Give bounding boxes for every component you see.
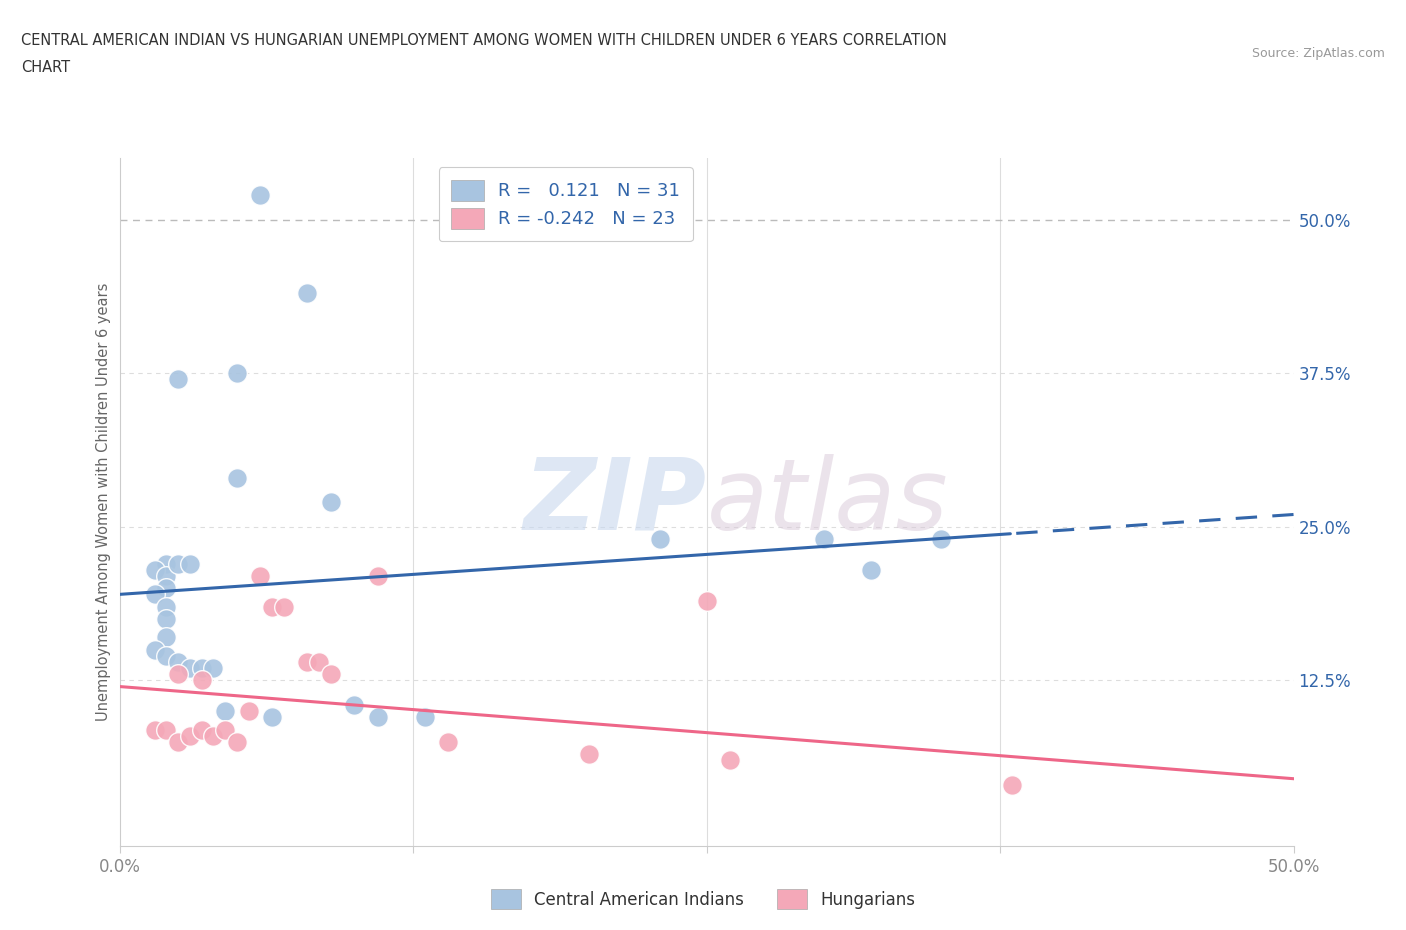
Point xyxy=(718,753,741,768)
Point xyxy=(143,722,166,737)
Point xyxy=(155,556,177,571)
Point xyxy=(308,655,330,670)
Point xyxy=(155,722,177,737)
Point xyxy=(319,667,342,682)
Point xyxy=(143,587,166,602)
Point xyxy=(578,747,600,762)
Point xyxy=(297,286,319,300)
Point xyxy=(367,568,389,583)
Point xyxy=(143,643,166,658)
Point xyxy=(167,735,190,750)
Point xyxy=(343,698,366,712)
Legend: R =   0.121   N = 31, R = -0.242   N = 23: R = 0.121 N = 31, R = -0.242 N = 23 xyxy=(439,167,693,242)
Point xyxy=(413,710,436,724)
Point xyxy=(155,630,177,644)
Point xyxy=(167,655,190,670)
Point xyxy=(143,563,166,578)
Point xyxy=(179,660,201,675)
Point xyxy=(225,735,249,750)
Point xyxy=(262,599,284,614)
Point xyxy=(190,722,212,737)
Point xyxy=(214,704,236,719)
Point xyxy=(155,599,177,614)
Point xyxy=(167,556,190,571)
Point xyxy=(813,532,835,547)
Y-axis label: Unemployment Among Women with Children Under 6 years: Unemployment Among Women with Children U… xyxy=(96,283,111,722)
Text: CENTRAL AMERICAN INDIAN VS HUNGARIAN UNEMPLOYMENT AMONG WOMEN WITH CHILDREN UNDE: CENTRAL AMERICAN INDIAN VS HUNGARIAN UNE… xyxy=(21,33,948,47)
Point xyxy=(225,471,249,485)
Point xyxy=(648,532,671,547)
Point xyxy=(437,735,460,750)
Point xyxy=(273,599,295,614)
Point xyxy=(202,728,225,743)
Point xyxy=(262,710,284,724)
Point xyxy=(155,580,177,596)
Point xyxy=(319,495,342,510)
Point xyxy=(931,532,953,547)
Point xyxy=(859,563,882,578)
Point xyxy=(179,556,201,571)
Point xyxy=(696,593,718,608)
Text: CHART: CHART xyxy=(21,60,70,75)
Point xyxy=(167,667,190,682)
Point xyxy=(155,612,177,627)
Point xyxy=(249,568,271,583)
Point xyxy=(190,660,212,675)
Legend: Central American Indians, Hungarians: Central American Indians, Hungarians xyxy=(482,881,924,917)
Point xyxy=(155,648,177,663)
Point xyxy=(214,722,236,737)
Text: ZIP: ZIP xyxy=(523,454,707,551)
Point xyxy=(155,568,177,583)
Point xyxy=(190,673,212,688)
Text: atlas: atlas xyxy=(707,454,948,551)
Point xyxy=(167,372,190,387)
Point xyxy=(238,704,260,719)
Point xyxy=(225,365,249,380)
Point xyxy=(367,710,389,724)
Point xyxy=(202,660,225,675)
Point xyxy=(297,655,319,670)
Point xyxy=(179,728,201,743)
Point xyxy=(249,188,271,203)
Point xyxy=(1001,777,1024,792)
Text: Source: ZipAtlas.com: Source: ZipAtlas.com xyxy=(1251,46,1385,60)
